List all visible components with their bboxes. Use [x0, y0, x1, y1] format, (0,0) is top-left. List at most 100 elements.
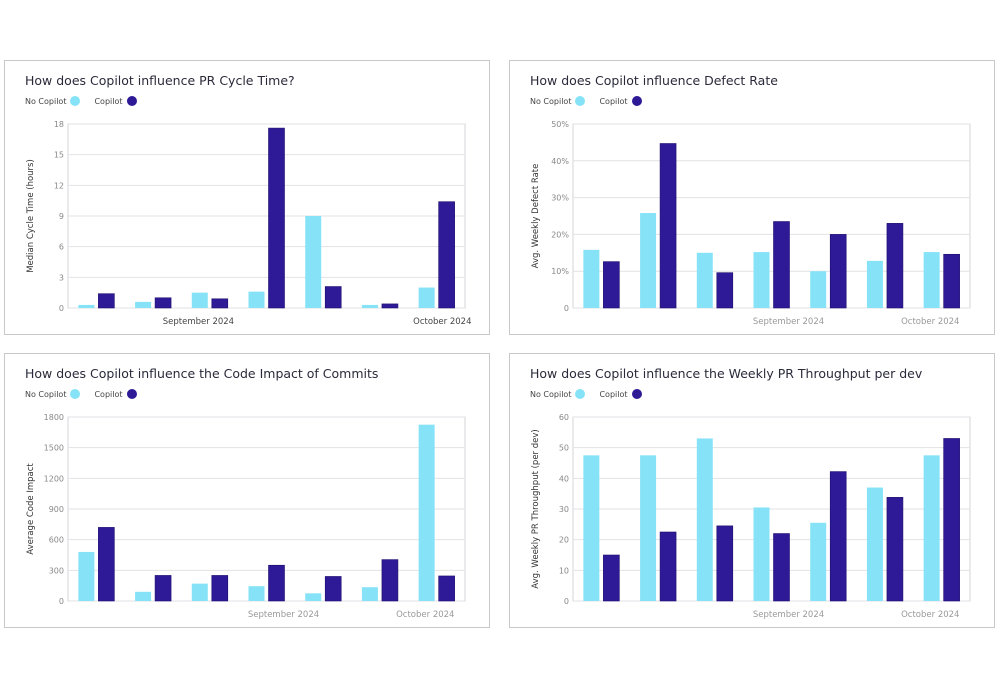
- bar-copilot: [829, 234, 847, 309]
- bar-copilot: [438, 575, 455, 602]
- bar-no-copilot: [305, 593, 322, 601]
- bar-no-copilot: [305, 216, 322, 308]
- legend: No Copilot Copilot: [25, 96, 151, 106]
- legend-dot-copilot: [631, 389, 642, 399]
- x-tick-label: October 2024: [396, 610, 454, 620]
- x-tick-label: September 2024: [753, 317, 824, 327]
- bar-no-copilot: [135, 591, 152, 601]
- y-tick-label: 18: [54, 120, 64, 129]
- legend-label-no-copilot: No Copilot: [25, 389, 67, 399]
- y-tick-label: 20%: [551, 230, 569, 239]
- y-tick-label: 300: [49, 566, 64, 575]
- legend-dot-copilot: [631, 96, 642, 106]
- bar-chart: 0 3 6 9 12 15 18 Median Cycle Time (hours) Septe…: [26, 120, 471, 327]
- bar-no-copilot: [361, 587, 378, 601]
- bar-no-copilot: [418, 424, 435, 601]
- bar-copilot: [659, 531, 677, 602]
- bar-copilot: [268, 564, 285, 602]
- bar-no-copilot: [418, 287, 435, 308]
- bar-no-copilot: [810, 522, 827, 601]
- legend-label-copilot: Copilot: [599, 96, 628, 106]
- legend-label-no-copilot: No Copilot: [25, 96, 67, 106]
- bar-no-copilot: [753, 507, 770, 601]
- bar-chart: 0 10 20 30 40 50 60 Avg. Weekly PR Throughput (…: [531, 413, 971, 620]
- bar-copilot: [603, 554, 620, 602]
- bar-copilot: [98, 527, 115, 602]
- bar-no-copilot: [696, 252, 713, 308]
- bar-copilot: [211, 298, 229, 309]
- bar-copilot: [98, 293, 115, 309]
- bar-no-copilot: [640, 455, 657, 601]
- bar-copilot: [886, 223, 904, 309]
- bar-copilot: [154, 575, 172, 602]
- bar-no-copilot: [78, 304, 95, 308]
- x-tick-label: October 2024: [901, 610, 959, 620]
- y-tick-label: 0: [59, 304, 64, 313]
- chart-panel: How does Copilot influence PR Cycle Time…: [4, 60, 490, 335]
- chart-title: How does Copilot influence the Weekly PR…: [530, 366, 923, 381]
- y-tick-label: 30%: [551, 194, 569, 203]
- y-tick-label: 3: [59, 273, 64, 282]
- bar-copilot: [716, 272, 734, 309]
- y-tick-label: 20: [559, 536, 569, 545]
- bar-no-copilot: [583, 249, 600, 308]
- x-tick-label: October 2024: [901, 317, 959, 327]
- bar-chart: 0 300 600 900 1200 1500 1800 Average Code Impac…: [26, 413, 466, 620]
- legend-dot-copilot: [126, 389, 137, 399]
- bar-no-copilot: [248, 586, 265, 601]
- chart-panel: How does Copilot influence the Weekly PR…: [509, 353, 995, 628]
- y-tick-label: 50%: [551, 120, 569, 129]
- bar-no-copilot: [135, 301, 152, 308]
- y-tick-label: 40: [559, 474, 569, 483]
- chart-title: How does Copilot influence Defect Rate: [530, 73, 778, 88]
- bar-no-copilot: [696, 438, 713, 601]
- x-tick-label: September 2024: [753, 610, 824, 620]
- y-tick-label: 40%: [551, 157, 569, 166]
- legend-label-no-copilot: No Copilot: [530, 389, 572, 399]
- chart-title: How does Copilot influence the Code Impa…: [25, 366, 379, 381]
- y-tick-label: 10: [559, 566, 569, 575]
- bar-copilot: [659, 143, 677, 309]
- legend-label-no-copilot: No Copilot: [530, 96, 572, 106]
- bar-no-copilot: [361, 304, 378, 308]
- legend-dot-no-copilot: [575, 389, 586, 399]
- bar-no-copilot: [810, 271, 827, 308]
- bar-copilot: [438, 201, 455, 309]
- y-axis-label: Avg. Weekly PR Throughput (per dev): [531, 429, 541, 588]
- bar-copilot: [324, 576, 342, 602]
- y-tick-label: 0: [564, 304, 569, 313]
- x-tick-label: October 2024: [413, 317, 471, 327]
- legend-dot-copilot: [126, 96, 137, 106]
- bar-copilot: [211, 575, 229, 602]
- y-tick-label: 50: [559, 444, 569, 453]
- legend-label-copilot: Copilot: [94, 389, 123, 399]
- y-tick-label: 30: [559, 505, 569, 514]
- bar-no-copilot: [866, 260, 883, 308]
- y-tick-label: 900: [49, 505, 64, 514]
- legend: No Copilot Copilot: [25, 389, 151, 399]
- y-axis-label: Average Code Impact: [26, 463, 36, 555]
- y-tick-label: 600: [49, 536, 64, 545]
- bar-no-copilot: [753, 252, 770, 308]
- y-tick-label: 15: [54, 151, 64, 160]
- y-tick-label: 1200: [44, 474, 64, 483]
- y-tick-label: 6: [59, 243, 64, 252]
- bar-no-copilot: [78, 551, 95, 601]
- bar-no-copilot: [583, 455, 600, 601]
- legend: No Copilot Copilot: [530, 389, 656, 399]
- y-axis-label: Avg. Weekly Defect Rate: [531, 164, 541, 269]
- legend-dot-no-copilot: [70, 389, 81, 399]
- bar-copilot: [829, 471, 847, 602]
- chart-title: How does Copilot influence PR Cycle Time…: [25, 73, 295, 88]
- y-tick-label: 60: [559, 413, 569, 422]
- bar-copilot: [324, 286, 342, 309]
- bar-copilot: [773, 221, 790, 309]
- bar-no-copilot: [640, 213, 657, 308]
- bar-copilot: [886, 497, 904, 602]
- y-tick-label: 1800: [44, 413, 64, 422]
- bar-no-copilot: [923, 455, 940, 601]
- y-tick-label: 0: [59, 597, 64, 606]
- bar-chart: 0 10% 20% 30% 40% 50% Avg. Weekly Defect Rate S…: [531, 120, 971, 327]
- chart-panel: How does Copilot influence Defect Rate N…: [509, 60, 995, 335]
- bar-no-copilot: [191, 583, 208, 601]
